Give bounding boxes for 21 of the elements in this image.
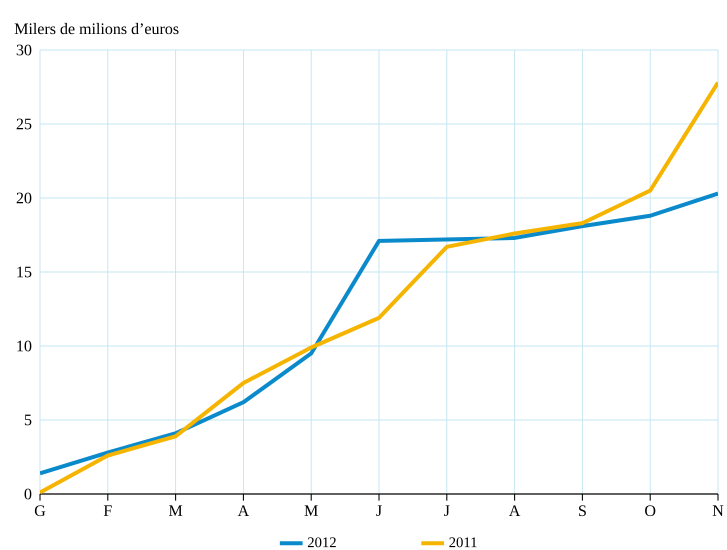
x-tick-label: G [34,505,46,516]
y-tick-label: 5 [24,414,32,426]
x-tick-label: N [712,505,724,516]
legend-label: 2012 [308,537,336,548]
y-tick-label: 30 [16,44,32,56]
x-tick-label: M [304,505,318,516]
x-tick-label: J [444,505,450,516]
x-tick-label: O [645,505,656,516]
x-tick-label: J [376,505,382,516]
y-axis-title: Milers de milions d’euros [14,22,178,34]
x-tick-label: M [168,505,182,516]
x-tick-label: F [104,505,112,516]
y-tick-label: 15 [17,266,32,278]
y-tick-label: 10 [17,340,32,352]
y-tick-label: 20 [16,192,32,204]
legend-label: 2011 [449,537,477,548]
x-tick-label: A [238,505,250,516]
x-tick-label: A [508,505,520,516]
x-tick-label: S [579,505,586,516]
y-tick-label: 25 [16,118,32,130]
y-tick-label: 0 [24,488,32,500]
